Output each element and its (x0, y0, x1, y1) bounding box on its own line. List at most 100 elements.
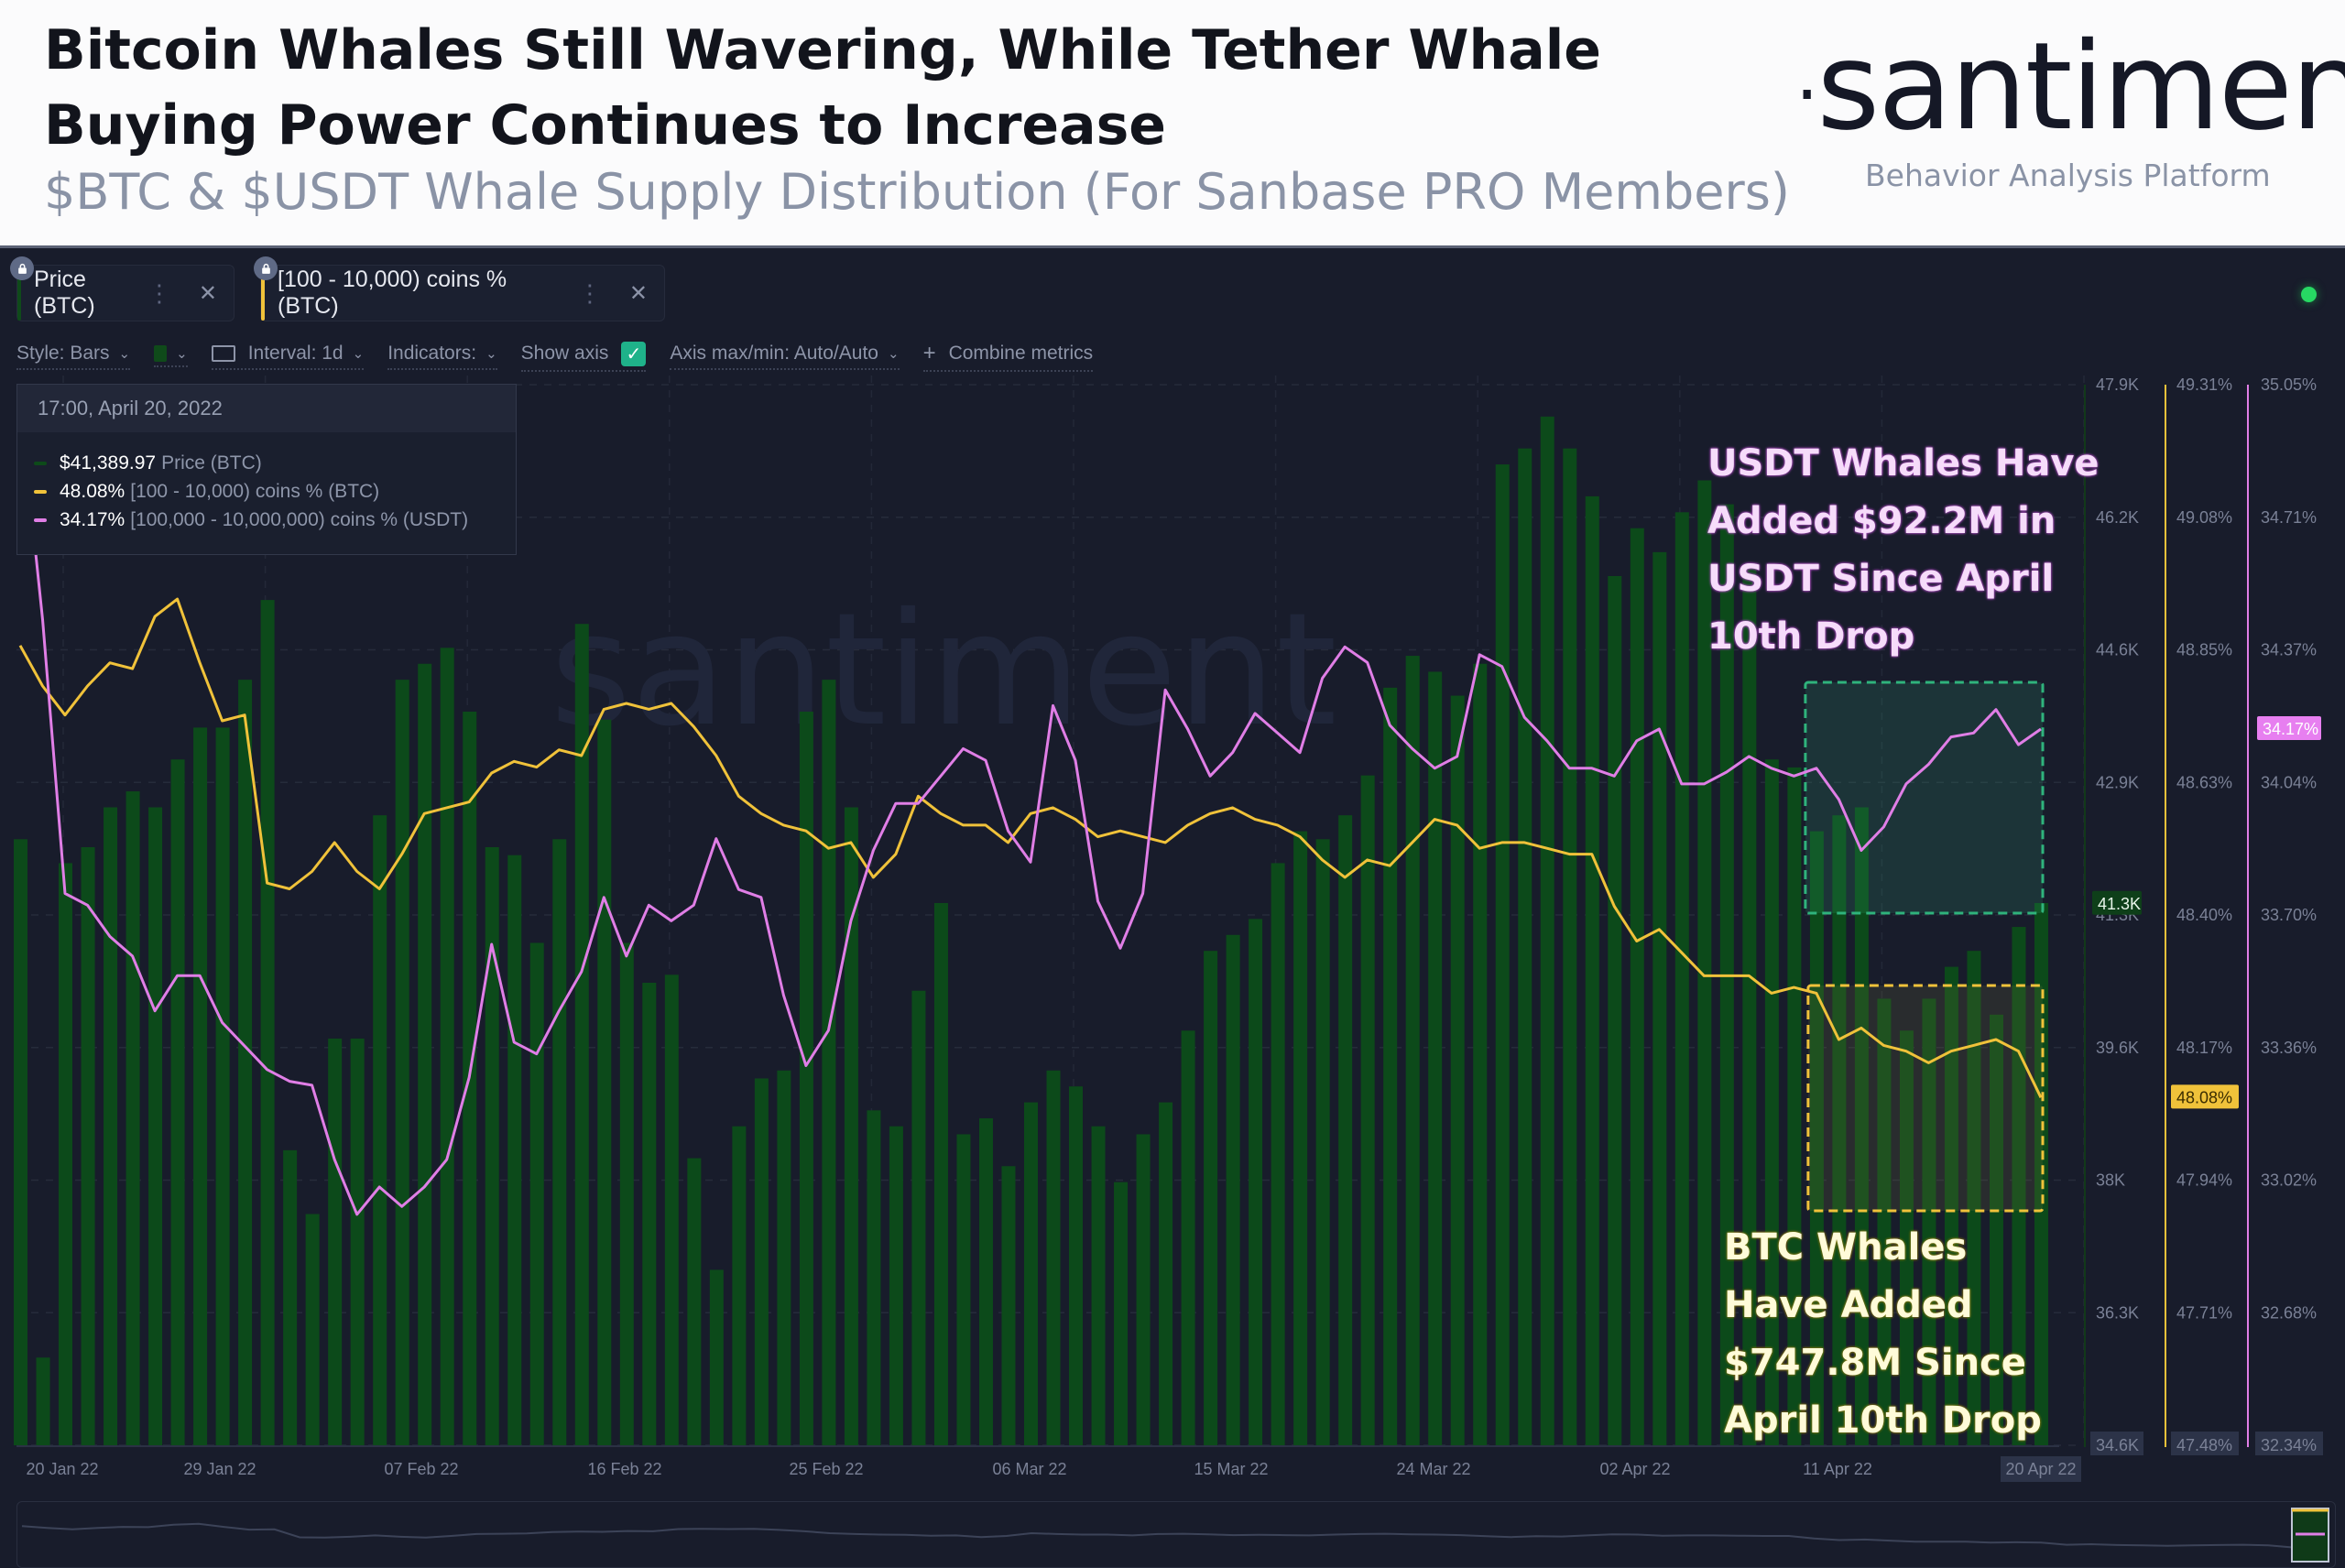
price-bar (170, 759, 185, 1445)
plus-icon: + (922, 341, 936, 365)
price-bar (148, 807, 163, 1445)
axis-tick-label: 42.9K (2096, 773, 2139, 791)
price-bar (1630, 528, 1644, 1445)
price-bar (1832, 815, 1847, 1445)
metric-tab-btc-whales[interactable]: [100 - 10,000) coins % (BTC) ⋮ ✕ (254, 256, 665, 321)
btc-annotation: BTC Whales Have Added $747.8M Since Apri… (1724, 1219, 2042, 1450)
price-bar (889, 1126, 903, 1445)
price-bar (1405, 656, 1420, 1445)
annotation-line: USDT Whales Have (1707, 442, 2100, 485)
navigator-line (21, 1522, 2295, 1549)
legend-marker (34, 517, 47, 522)
usdt-highlight-box (1804, 681, 2045, 915)
price-bar (597, 719, 612, 1445)
tooltip-datetime: 17:00, April 20, 2022 (17, 385, 516, 432)
price-bar (1742, 568, 1757, 1445)
indicators-dropdown[interactable]: Indicators: ⌄ (387, 343, 497, 370)
price-bar (911, 990, 926, 1445)
tooltip-value: 34.17% (60, 508, 125, 530)
price-bar (754, 1078, 769, 1445)
more-options-icon[interactable]: ⋮ (577, 278, 602, 307)
price-bar (485, 846, 499, 1445)
tooltip-metric-name: [100 - 10,000) coins % (BTC) (130, 480, 380, 502)
tooltip-value: $41,389.97 (60, 452, 157, 474)
price-bar (125, 791, 140, 1445)
price-bar (1428, 671, 1443, 1445)
price-bar (350, 1038, 365, 1445)
annotation-line: Added $92.2M in (1707, 500, 2056, 542)
metric-tab-price[interactable]: Price (BTC) ⋮ ✕ (10, 256, 234, 321)
time-range-navigator[interactable] (16, 1501, 2336, 1568)
axis-tick-label: 33.70% (2261, 906, 2317, 924)
axis-tick-label: 46.2K (2096, 508, 2139, 527)
live-status-dot (2301, 287, 2317, 302)
axis-min-badge (2171, 1432, 2239, 1455)
btc-whales-line (18, 597, 2043, 1098)
style-label: Style: Bars (16, 343, 110, 364)
more-options-icon[interactable]: ⋮ (147, 278, 171, 307)
price-bar (1383, 687, 1398, 1445)
show-axis-label: Show axis (520, 343, 609, 364)
logo-dot-icon: · (1795, 51, 1818, 137)
annotation-line: Have Added (1724, 1284, 1973, 1326)
price-bar (1877, 998, 1892, 1445)
axis-tick-label: 49.08% (2176, 508, 2232, 527)
price-bar (260, 600, 275, 1445)
style-dropdown[interactable]: Style: Bars ⌄ (16, 343, 131, 370)
price-bar (1159, 1102, 1173, 1445)
price-bar (1114, 1181, 1129, 1445)
axis-tick-label: 47.9K (2096, 376, 2139, 394)
price-bar (1922, 998, 1936, 1445)
axis-tick-label: 34.71% (2261, 508, 2317, 527)
price-bar (1989, 1014, 2003, 1445)
close-icon[interactable]: ✕ (628, 280, 648, 306)
x-tick-label: 02 Apr 22 (1599, 1460, 1670, 1478)
x-tick-label: 06 Mar 22 (992, 1460, 1066, 1478)
price-bar (81, 846, 95, 1445)
x-tick-label: 16 Feb 22 (587, 1460, 661, 1478)
price-bar (507, 855, 522, 1445)
price-bar (1495, 464, 1510, 1446)
tooltip-value: 48.08% (60, 480, 125, 502)
color-dropdown[interactable]: ⌄ (154, 345, 188, 367)
axis-tick-label: 33.02% (2261, 1171, 2317, 1190)
price-bar (1944, 966, 1958, 1445)
price-bar (777, 1070, 791, 1445)
x-tick-label: 29 Jan 22 (183, 1460, 256, 1478)
price-bar (373, 815, 387, 1445)
btc-whales-current-badge-bg (2171, 1084, 2239, 1109)
interval-dropdown[interactable]: Interval: 1d ⌄ (211, 343, 365, 370)
price-bar (1854, 807, 1869, 1445)
price-bar (619, 942, 634, 1445)
price-bar (104, 807, 118, 1445)
axis-tick-label: 33.36% (2261, 1039, 2317, 1057)
price-bar (14, 839, 27, 1445)
price-bar (844, 807, 858, 1445)
price-bar (1293, 831, 1308, 1445)
x-highlight-badge (2001, 1456, 2081, 1482)
price-bar (978, 1118, 993, 1445)
page-title: Bitcoin Whales Still Wavering, While Tet… (44, 18, 1601, 158)
price-bar (1249, 919, 1263, 1445)
price-bar (933, 902, 948, 1445)
price-bar (36, 1357, 50, 1445)
metric-tab-label: Price (BTC) (34, 267, 95, 319)
chart-canvas[interactable]: santiment 47.9K 46.2K 44.6K 42.9K 41.3K 39.6K 3… (0, 248, 2345, 1566)
axis-tick-label: 44.6K (2096, 641, 2139, 659)
indicators-label: Indicators: (387, 343, 477, 364)
price-bar (1204, 951, 1218, 1445)
checkbox-checked-icon[interactable]: ✓ (621, 341, 647, 366)
price-bar (1069, 1086, 1084, 1445)
axis-maxmin-dropdown[interactable]: Axis max/min: Auto/Auto ⌄ (670, 343, 900, 370)
price-bar (687, 1158, 702, 1445)
axis-tick-label: 32.34% (2261, 1436, 2317, 1454)
lock-icon (10, 256, 34, 280)
price-bar (395, 680, 409, 1445)
show-axis-toggle[interactable]: Show axis ✓ (520, 341, 647, 372)
close-icon[interactable]: ✕ (198, 280, 217, 306)
axis-maxmin-label: Axis max/min: Auto/Auto (670, 343, 878, 364)
axis-tick-label: 48.63% (2176, 773, 2232, 791)
price-bar (1450, 695, 1465, 1445)
axis-tick-label: 39.6K (2096, 1039, 2139, 1057)
combine-metrics-button[interactable]: + Combine metrics (922, 341, 1094, 372)
